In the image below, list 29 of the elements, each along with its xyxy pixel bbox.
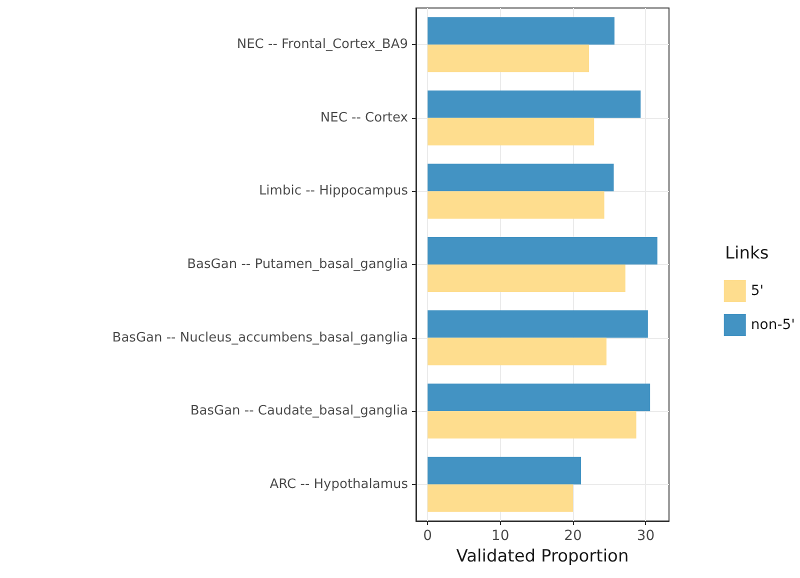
bar [428, 44, 590, 72]
x-tick-label: 20 [564, 528, 582, 544]
y-tick-label: BasGan -- Caudate_basal_ganglia [190, 404, 408, 419]
legend-title: Links [725, 244, 769, 264]
bar [428, 237, 658, 264]
bar [428, 484, 574, 512]
y-tick-label: NEC -- Cortex [320, 110, 408, 126]
x-axis-title: Validated Proportion [456, 546, 629, 566]
y-tick-label: NEC -- Frontal_Cortex_BA9 [236, 37, 408, 52]
legend-label: 5' [750, 283, 764, 299]
bar [428, 90, 641, 118]
x-tick-label: 10 [491, 528, 510, 544]
bar [428, 338, 606, 366]
bar [428, 191, 604, 219]
x-tick-label: 30 [636, 528, 655, 544]
y-tick-label: Limbic -- Hippocampus [258, 184, 408, 199]
bar [428, 384, 650, 412]
bar [428, 310, 648, 338]
x-tick-label: 0 [423, 528, 432, 544]
bar [428, 118, 594, 146]
bar [428, 164, 614, 192]
bar [428, 17, 614, 45]
y-tick-label: BasGan -- Nucleus_accumbens_basal_ganglia [112, 330, 408, 346]
bar [428, 411, 636, 439]
bar [428, 264, 626, 292]
y-tick-label: ARC -- Hypothalamus [270, 476, 408, 492]
bar [428, 456, 582, 484]
y-tick-label: BasGan -- Putamen_basal_ganglia [187, 257, 408, 272]
legend-label: non-5' [750, 317, 796, 333]
